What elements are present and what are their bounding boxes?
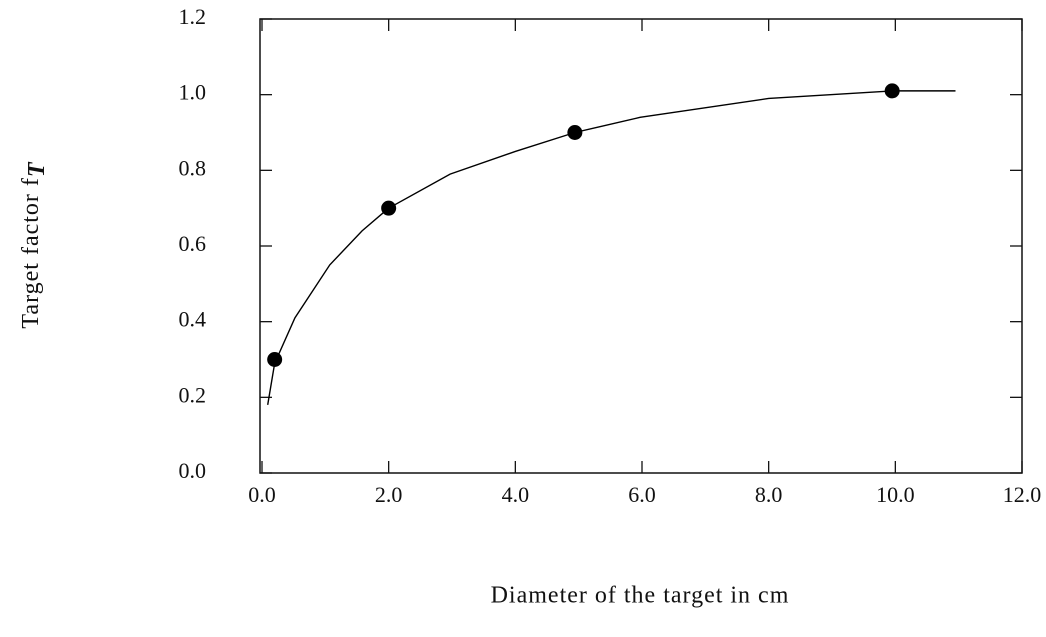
y-axis-label: Target factor fT [18, 161, 50, 328]
plot-frame [259, 18, 1023, 474]
x-tick-label: 2.0 [375, 482, 403, 507]
x-tick-label: 0.0 [248, 482, 276, 507]
y-tick-label: 0.4 [179, 307, 207, 332]
y-tick-label: 1.2 [179, 4, 207, 29]
x-tick-label: 12.0 [1003, 482, 1042, 507]
x-axis-label: Diameter of the target in cm [491, 583, 790, 609]
y-axis-label-main: Target factor f [18, 177, 44, 328]
y-axis-label-subscript: T [24, 161, 50, 177]
data-line [267, 90, 956, 406]
x-tick-label: 6.0 [628, 482, 656, 507]
data-point [381, 200, 397, 216]
x-tick-label: 8.0 [755, 482, 783, 507]
y-tick-label: 1.0 [179, 80, 207, 105]
y-tick-label: 0.0 [179, 458, 207, 483]
data-point [884, 83, 900, 99]
x-tick-label: 10.0 [876, 482, 915, 507]
y-tick-label: 0.2 [179, 382, 207, 407]
x-tick-label: 4.0 [502, 482, 530, 507]
y-tick-label: 0.6 [179, 231, 207, 256]
y-tick-label: 0.8 [179, 155, 207, 180]
data-point [267, 352, 283, 367]
data-point [567, 125, 583, 140]
